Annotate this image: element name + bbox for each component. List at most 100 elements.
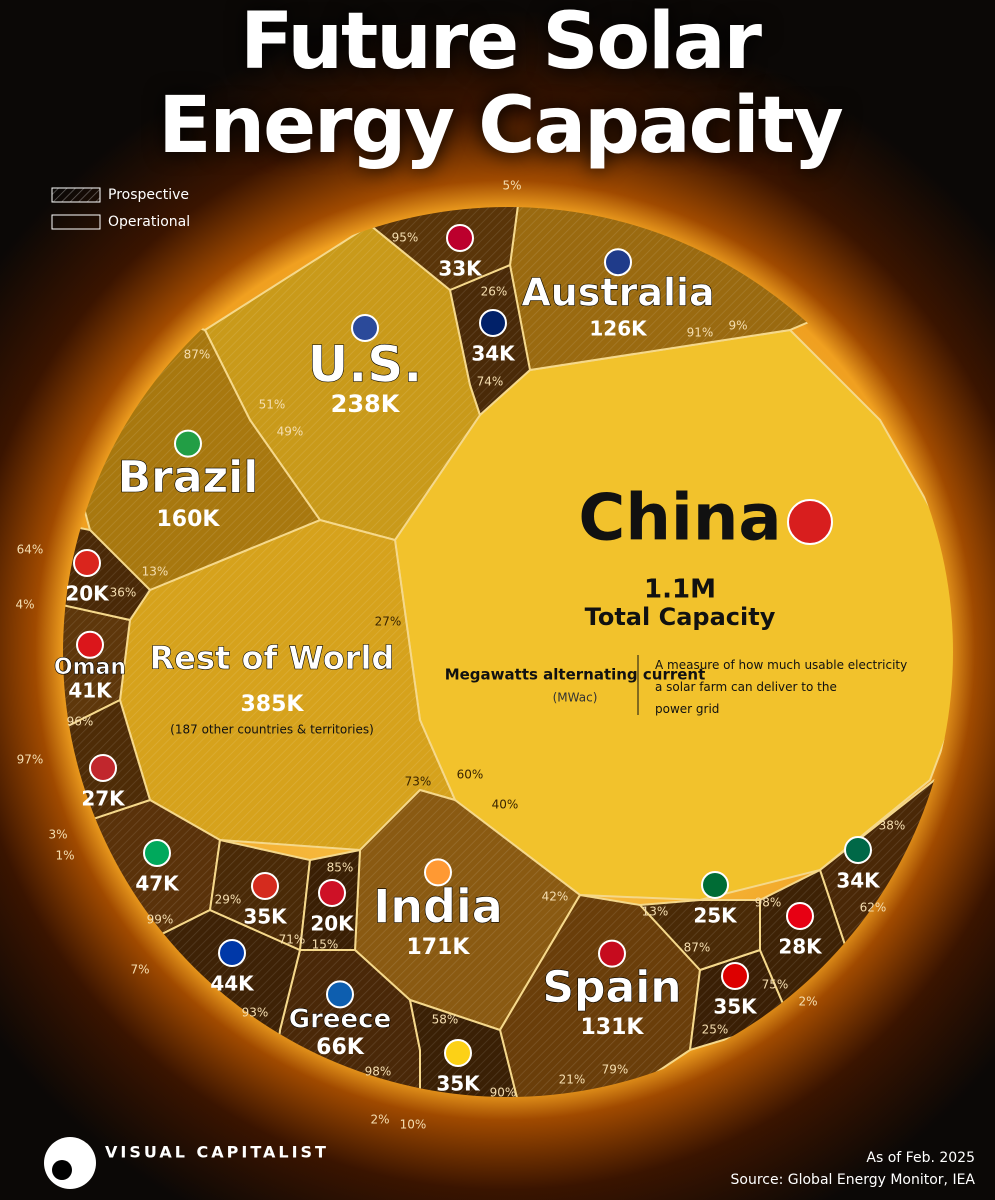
value-label: 44K xyxy=(210,972,255,996)
percent-label: 73% xyxy=(405,775,432,789)
country-name: Greece xyxy=(289,1005,391,1035)
country-name: Oman xyxy=(54,655,126,680)
flag xyxy=(351,314,379,342)
percent-label: 7% xyxy=(130,963,149,977)
annotation: A measure of how much usable electricity… xyxy=(655,658,907,716)
annotation: Megawatts alternating current xyxy=(445,666,706,684)
percent-label: 87% xyxy=(184,348,211,362)
value-label: 126K xyxy=(589,317,648,341)
value-label: 35K xyxy=(436,1072,481,1096)
percent-label: 13% xyxy=(642,905,669,919)
flag xyxy=(76,630,104,659)
percent-label: 62% xyxy=(860,901,887,915)
cell-texture xyxy=(510,207,860,370)
annotation: (187 other countries & territories) xyxy=(170,723,374,737)
source: Source: Global Energy Monitor, IEA xyxy=(731,1172,976,1188)
percent-label: 79% xyxy=(602,1063,629,1077)
cell-texture xyxy=(640,900,760,970)
annotation: (MWac) xyxy=(553,691,598,705)
logo xyxy=(44,1137,96,1189)
percent-label: 98% xyxy=(365,1065,392,1079)
flag xyxy=(786,902,814,930)
value-label: 35K xyxy=(713,995,758,1019)
percent-label: 98% xyxy=(755,896,782,910)
cell-texture xyxy=(355,790,580,1030)
flag xyxy=(73,549,101,577)
percent-label: 21% xyxy=(559,1073,586,1087)
percent-label: 27% xyxy=(375,615,402,629)
percent-label: 9% xyxy=(728,319,747,333)
value-label: 238K xyxy=(331,390,401,418)
percent-label: 96% xyxy=(67,715,94,729)
percent-label: 85% xyxy=(327,861,354,875)
country-name: China xyxy=(578,482,781,556)
value-label: 66K xyxy=(316,1035,365,1060)
country-name: Spain xyxy=(542,962,681,1013)
percent-label: 49% xyxy=(277,425,304,439)
chart-title: Future Solar Energy Capacity xyxy=(158,0,843,171)
value-label: 20K xyxy=(65,582,110,606)
value-label: 20K xyxy=(310,912,355,936)
value-label: 25K xyxy=(693,904,738,928)
cell-texture xyxy=(120,520,455,850)
flag xyxy=(174,429,202,458)
value-label: 33K xyxy=(438,257,483,281)
flag xyxy=(604,248,632,277)
legend-swatch xyxy=(51,187,101,203)
percent-label: 4% xyxy=(15,598,34,612)
value-label: 1.1M xyxy=(644,575,716,605)
percent-label: 99% xyxy=(147,913,174,927)
percent-label: 90% xyxy=(490,1086,517,1100)
flag xyxy=(444,1039,472,1067)
percent-label: 64% xyxy=(17,543,44,557)
country-name: India xyxy=(373,880,503,934)
cells xyxy=(63,207,953,1097)
percent-label: 15% xyxy=(312,938,339,952)
percent-label: 93% xyxy=(242,1006,269,1020)
percent-label: 25% xyxy=(702,1023,729,1037)
percent-label: 1% xyxy=(55,849,74,863)
value-label: 385K xyxy=(241,692,305,717)
cell-texture xyxy=(205,225,480,540)
percent-label: 58% xyxy=(432,1013,459,1027)
flag xyxy=(479,309,507,337)
legend-swatch xyxy=(51,214,101,230)
value-label: 35K xyxy=(243,905,288,929)
value-label: 160K xyxy=(157,507,221,532)
percent-label: 74% xyxy=(477,375,504,389)
value-label: 47K xyxy=(135,872,180,896)
flag xyxy=(89,754,117,782)
legend-label: Operational xyxy=(108,214,190,230)
flag xyxy=(424,858,452,887)
value-label: 34K xyxy=(471,342,516,366)
value-label: 41K xyxy=(68,679,113,703)
value-label: 34K xyxy=(836,869,881,893)
value-label: 171K xyxy=(407,935,471,960)
value-label: 27K xyxy=(81,787,126,811)
cell-texture xyxy=(450,265,530,415)
flag xyxy=(598,939,626,968)
country-name: Australia xyxy=(521,271,714,315)
percent-label: 75% xyxy=(762,978,789,992)
percent-label: 2% xyxy=(370,1113,389,1127)
percent-label: 13% xyxy=(142,565,169,579)
flag xyxy=(218,939,246,967)
country-name: Rest of World xyxy=(150,639,395,677)
percent-label: 42% xyxy=(542,890,569,904)
flag xyxy=(721,962,749,990)
flag xyxy=(787,499,833,545)
percent-label: 2% xyxy=(798,995,817,1009)
country-name: U.S. xyxy=(308,336,423,394)
percent-label: 40% xyxy=(492,798,519,812)
percent-label: 5% xyxy=(502,179,521,193)
percent-label: 51% xyxy=(259,398,286,412)
cell-texture xyxy=(63,600,130,740)
percent-label: 38% xyxy=(879,819,906,833)
legend-label: Prospective xyxy=(108,187,189,203)
flag xyxy=(251,872,279,900)
percent-label: 97% xyxy=(17,753,44,767)
flag xyxy=(446,224,474,252)
flag xyxy=(701,871,729,899)
